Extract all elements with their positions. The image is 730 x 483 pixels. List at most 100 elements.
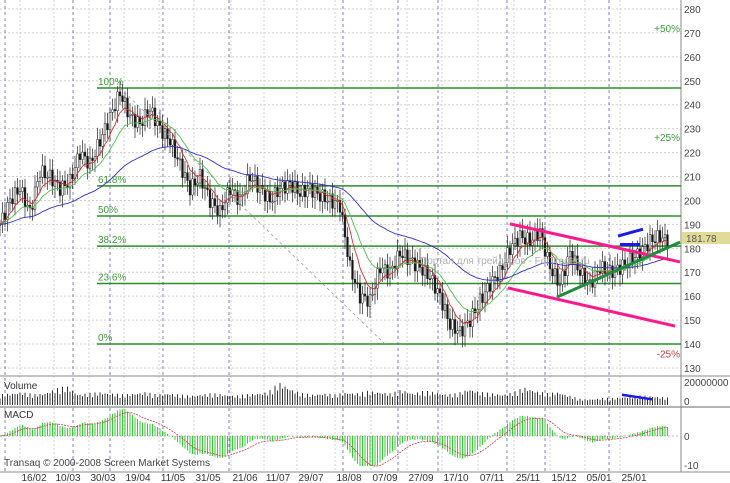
candle-body: [321, 189, 324, 202]
candle-body: [121, 95, 124, 102]
candle-body: [503, 262, 507, 270]
macd-signal-line: [0, 412, 668, 467]
candle-body: [131, 114, 134, 116]
candle-body: [46, 177, 49, 179]
candle-body: [433, 275, 437, 294]
candle-body: [493, 276, 497, 278]
candle-body: [391, 265, 394, 269]
candle-body: [481, 293, 484, 303]
candle-body: [191, 178, 194, 196]
price-tick-label: 170: [684, 268, 701, 279]
candle-body: [341, 211, 344, 216]
trendline-top-divergence: [617, 227, 644, 238]
candle-body: [221, 205, 224, 211]
candle-body: [518, 230, 522, 247]
candle-body: [486, 283, 489, 293]
candle-body: [553, 268, 557, 277]
candle-body: [361, 293, 364, 304]
price-tick-label: 190: [684, 220, 701, 231]
candle-body: [651, 234, 654, 242]
candle-body: [206, 187, 209, 190]
candle-body: [463, 322, 467, 337]
date-tick-label: 15/12: [551, 473, 576, 483]
percent-label: -25%: [657, 350, 680, 361]
candle-body: [48, 169, 52, 178]
candle-body: [271, 201, 274, 203]
price-tick-label: 140: [684, 340, 701, 351]
price-tick-label: 240: [684, 101, 701, 112]
candle-body: [223, 202, 227, 211]
candle-body: [31, 207, 34, 210]
candle-body: [653, 241, 657, 243]
price-tick-label: 260: [684, 53, 701, 64]
candle-body: [196, 182, 199, 186]
fib-level-label: 23.6%: [98, 272, 126, 283]
candle-body: [461, 326, 464, 337]
candle-body: [568, 251, 572, 258]
candle-body: [83, 151, 87, 157]
trendline-support: [556, 240, 681, 299]
candle-body: [68, 173, 72, 189]
copyright-text: Transaq © 2000-2008 Screen Market System…: [4, 458, 210, 469]
candle-body: [563, 270, 567, 277]
candle-body: [381, 268, 384, 274]
candle-body: [96, 139, 99, 157]
candle-body: [416, 260, 419, 272]
candle-body: [253, 176, 257, 182]
candle-body: [431, 275, 434, 279]
candle-body: [6, 202, 9, 220]
candle-body: [438, 288, 442, 294]
candle-body: [623, 259, 627, 265]
candle-body: [658, 230, 662, 243]
candle-body: [266, 190, 269, 202]
candle-body: [0, 224, 2, 226]
candle-body: [101, 134, 104, 147]
fib-level-label: 100%: [98, 77, 124, 88]
candle-body: [211, 198, 214, 208]
candle-body: [456, 330, 459, 334]
candle-body: [458, 326, 462, 332]
candle-body: [376, 268, 379, 289]
candle-body: [548, 252, 552, 270]
candle-body: [76, 153, 79, 169]
candle-body: [421, 267, 424, 276]
candle-body: [543, 237, 547, 257]
candle-body: [113, 109, 117, 112]
date-tick-label: 10/03: [55, 473, 80, 483]
candle-body: [28, 204, 32, 209]
candle-body: [156, 120, 159, 127]
candle-body: [483, 291, 487, 303]
candle-body: [251, 180, 254, 183]
candle-body: [426, 264, 429, 279]
candle-body: [551, 268, 554, 277]
candle-body: [331, 193, 334, 209]
candle-body: [326, 201, 329, 203]
candle-body: [521, 230, 524, 239]
candle-body: [488, 283, 492, 292]
candle-body: [528, 232, 532, 246]
candle-body: [338, 200, 342, 213]
candle-body: [8, 198, 12, 203]
candle-body: [176, 157, 179, 160]
candle-body: [141, 123, 144, 126]
candle-body: [663, 234, 667, 239]
fib-level-label: 0%: [98, 333, 113, 344]
candle-body: [366, 295, 369, 307]
candle-body: [36, 181, 39, 188]
price-tick-label: 220: [684, 149, 701, 160]
ma-fast: [0, 106, 668, 325]
candle-body: [323, 189, 327, 203]
price-tick-label: 180: [684, 244, 701, 255]
candle-body: [346, 236, 349, 257]
price-tick-label: 280: [684, 5, 701, 16]
ma-slow: [0, 146, 668, 281]
ma-mid: [0, 118, 668, 313]
candle-body: [98, 139, 102, 147]
volume-label: Volume: [4, 381, 38, 392]
candle-body: [23, 187, 27, 207]
candle-body: [403, 249, 407, 258]
date-tick-label: 27/09: [408, 473, 433, 483]
candle-body: [328, 193, 332, 202]
candle-body: [358, 282, 362, 304]
watermark: Портал для трейдеров - ForTrader.ru: [420, 256, 590, 267]
